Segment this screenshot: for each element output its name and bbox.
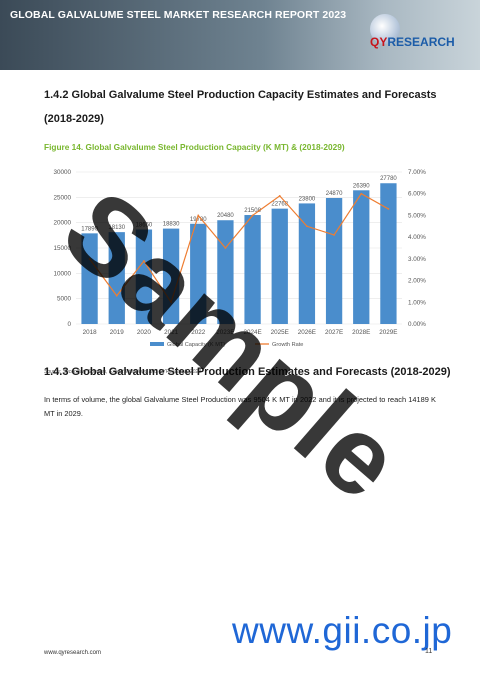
chart-left-axis: 0 5000 10000 15000 20000 25000 30000 <box>53 169 71 328</box>
chart-legend: Global Capacity (K MT) Growth Rate <box>150 342 303 348</box>
bar-value-label: 18130 <box>108 225 125 231</box>
logo-text: QYRESEARCH <box>370 35 455 49</box>
chart-x-axis: 2018 2019 2020 2021 2022 2023E 2024E 2025E 2026E… <box>83 329 398 336</box>
x-tick-label: 2018 <box>83 329 98 336</box>
growth-rate-point <box>197 214 200 217</box>
figure-title: Figure 14. Global Galvalume Steel Produc… <box>44 142 345 152</box>
chart-growth-line <box>88 192 390 304</box>
growth-rate-point <box>387 208 390 210</box>
bar-value-label: 19780 <box>190 217 207 223</box>
growth-rate-line <box>89 192 389 304</box>
chart-gridlines <box>76 171 402 325</box>
y-left-tick-label: 0 <box>67 321 71 328</box>
bar-2021 <box>162 228 180 324</box>
bar-value-label: 18650 <box>136 223 153 229</box>
x-tick-label: 2029E <box>379 329 397 336</box>
chart-right-axis: 0.00% 1.00% 2.00% 3.00% 4.00% 5.00% 6.00% 7.00% <box>408 169 426 328</box>
y-right-tick-label: 1.00% <box>408 299 426 306</box>
gii-url: www.gii.co.jp <box>232 610 453 651</box>
qyresearch-logo: QYRESEARCH <box>368 12 472 60</box>
bar-2022 <box>190 223 207 324</box>
bar-value-label: 17890 <box>81 226 98 232</box>
legend-line-label: Growth Rate <box>272 342 303 348</box>
bar-value-label: 23800 <box>299 196 316 202</box>
bar-value-label: 27780 <box>380 176 397 182</box>
x-tick-label: 2021 <box>164 329 179 336</box>
report-title: GLOBAL GALVALUME STEEL MARKET RESEARCH R… <box>10 9 347 21</box>
growth-rate-point <box>170 301 172 304</box>
bar-2018 <box>81 233 98 324</box>
chart-bar-labels: 17890 18130 18650 18830 19780 20480 21508 22768… <box>81 176 397 232</box>
globe-icon <box>370 14 400 44</box>
bar-value-label: 21508 <box>244 208 261 214</box>
x-tick-label: 2020 <box>137 329 152 336</box>
bar-2027E <box>325 197 343 324</box>
y-left-tick-label: 30000 <box>53 169 71 176</box>
x-tick-label: 2027E <box>325 329 343 336</box>
bar-2029E <box>380 183 397 324</box>
bar-2028E <box>353 190 370 324</box>
x-tick-label: 2022 <box>191 329 206 336</box>
y-right-tick-label: 2.00% <box>408 278 426 285</box>
y-right-tick-label: 5.00% <box>408 212 426 219</box>
footer-url: www.qyresearch.com <box>44 650 102 656</box>
y-right-tick-label: 6.00% <box>408 191 426 198</box>
growth-rate-point <box>360 192 363 195</box>
growth-rate-point <box>115 294 118 297</box>
x-tick-label: 2026E <box>298 329 316 336</box>
growth-rate-point <box>306 225 308 228</box>
y-right-tick-label: 7.00% <box>408 169 426 176</box>
bar-2026E <box>298 203 316 324</box>
page-header: GLOBAL GALVALUME STEEL MARKET RESEARCH R… <box>0 0 480 70</box>
y-left-tick-label: 10000 <box>53 270 71 277</box>
bar-value-label: 22768 <box>271 202 288 208</box>
bar-2025E <box>271 208 288 324</box>
bar-2024E <box>244 215 261 324</box>
bar-value-label: 20480 <box>217 213 234 219</box>
x-tick-label: 2019 <box>110 329 125 336</box>
growth-rate-point <box>224 247 227 249</box>
growth-rate-point <box>143 260 145 262</box>
section-1-4-2-subtitle: (2018-2029) <box>44 113 104 125</box>
y-left-tick-label: 5000 <box>57 296 72 303</box>
bar-value-label: 24870 <box>326 191 343 197</box>
growth-rate-point <box>278 194 281 197</box>
capacity-chart: 17890 18130 18650 18830 19780 20480 21508 22768… <box>53 169 426 348</box>
legend-bar-swatch <box>150 342 164 346</box>
y-right-tick-label: 4.00% <box>408 234 426 241</box>
x-tick-label: 2025E <box>271 329 289 336</box>
section-1-4-3-title: 1.4.3 Global Galvalume Steel Production … <box>44 366 451 378</box>
growth-rate-point <box>88 257 91 260</box>
growth-rate-point <box>333 234 335 236</box>
x-tick-label: 2023E <box>216 329 234 336</box>
x-tick-label: 2028E <box>352 329 370 336</box>
bar-2019 <box>108 232 125 324</box>
bar-value-label: 18830 <box>163 222 180 228</box>
section-1-4-2-title: 1.4.2 Global Galvalume Steel Production … <box>44 89 437 101</box>
bar-2023E <box>217 220 234 324</box>
page-number: 11 <box>425 648 433 655</box>
y-right-tick-label: 3.00% <box>408 256 426 263</box>
bar-2020 <box>135 229 153 324</box>
y-left-tick-label: 20000 <box>53 220 71 227</box>
y-right-tick-label: 0.00% <box>408 321 426 328</box>
y-left-tick-label: 15000 <box>53 245 71 252</box>
bar-value-label: 26390 <box>353 183 370 189</box>
chart-bars <box>81 183 397 324</box>
legend-bar-label: Global Capacity (K MT) <box>167 342 225 348</box>
figure-source: Source: Secondary Sources, Expert Interv… <box>44 369 202 375</box>
body-paragraph: In terms of volume, the global Galvalume… <box>44 395 436 418</box>
x-tick-label: 2024E <box>243 329 261 336</box>
growth-rate-point <box>251 214 254 217</box>
y-left-tick-label: 25000 <box>53 194 71 201</box>
